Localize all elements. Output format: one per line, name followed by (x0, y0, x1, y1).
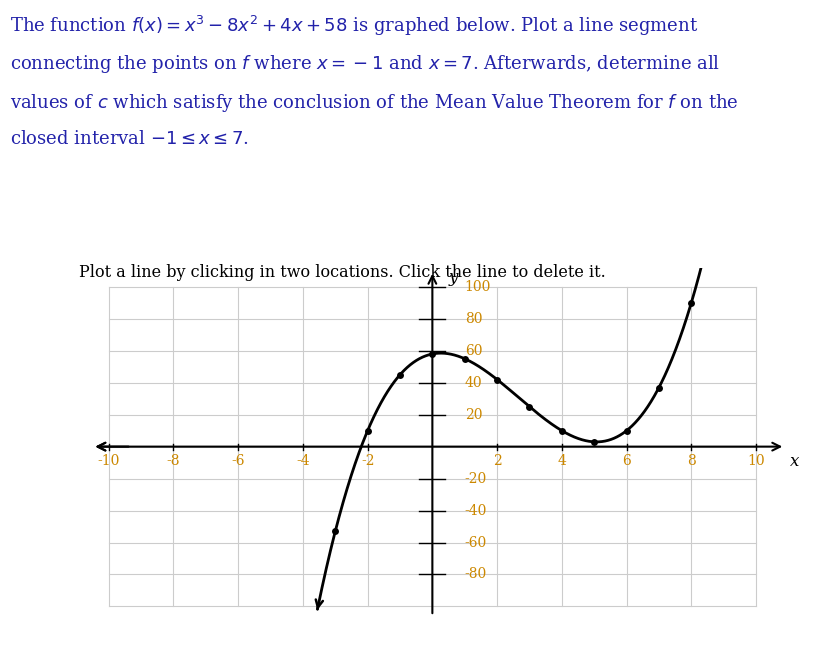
Text: values of $c$ which satisfy the conclusion of the Mean Value Theorem for $f$ on : values of $c$ which satisfy the conclusi… (10, 92, 738, 114)
Text: 100: 100 (464, 280, 490, 294)
Text: -10: -10 (98, 454, 120, 468)
Text: -2: -2 (361, 454, 374, 468)
Text: 20: 20 (464, 408, 481, 422)
Text: 2: 2 (492, 454, 501, 468)
Text: 80: 80 (464, 312, 481, 326)
Text: 6: 6 (621, 454, 630, 468)
Text: -60: -60 (464, 535, 486, 550)
Text: connecting the points on $f$ where $x = -1$ and $x = 7$. Afterwards, determine a: connecting the points on $f$ where $x = … (10, 53, 719, 75)
Text: The function $f(x) = x^3 - 8x^2 + 4x + 58$ is graphed below. Plot a line segment: The function $f(x) = x^3 - 8x^2 + 4x + 5… (10, 14, 697, 38)
Text: 8: 8 (686, 454, 695, 468)
Text: -4: -4 (296, 454, 309, 468)
Text: closed interval $-1 \leq x \leq 7$.: closed interval $-1 \leq x \leq 7$. (10, 130, 249, 148)
Text: x: x (789, 453, 798, 470)
Text: 60: 60 (464, 344, 481, 358)
Text: 40: 40 (464, 376, 482, 390)
Text: y: y (448, 269, 457, 286)
Text: Plot a line by clicking in two locations. Click the line to delete it.: Plot a line by clicking in two locations… (79, 264, 605, 281)
Text: 4: 4 (557, 454, 566, 468)
Text: -80: -80 (464, 568, 486, 581)
Text: -8: -8 (166, 454, 180, 468)
Text: -6: -6 (231, 454, 245, 468)
Text: -20: -20 (464, 471, 486, 486)
Text: 10: 10 (746, 454, 764, 468)
Text: -40: -40 (464, 504, 486, 517)
